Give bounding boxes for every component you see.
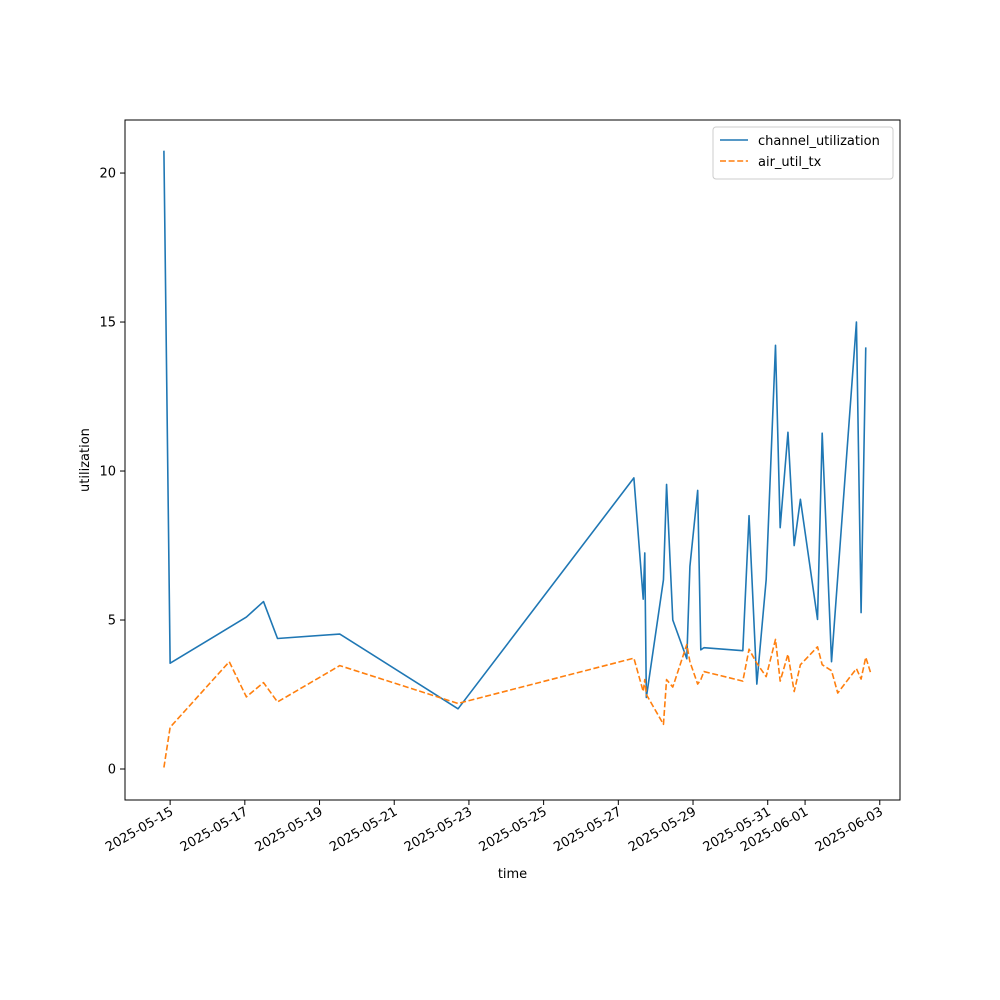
legend-label: channel_utilization xyxy=(758,134,880,149)
y-tick-label: 10 xyxy=(99,465,116,480)
series-line-air-util-tx xyxy=(163,638,872,768)
y-tick-label: 5 xyxy=(108,614,116,629)
y-axis-label: utilization xyxy=(78,428,93,492)
legend-label: air_util_tx xyxy=(758,155,822,170)
series-line-channel-utilization xyxy=(163,150,867,710)
x-axis-label: time xyxy=(498,867,527,882)
y-tick-label: 15 xyxy=(99,316,116,331)
legend: channel_utilization air_util_tx xyxy=(712,126,894,180)
axes-frame xyxy=(124,119,901,801)
plot-area xyxy=(124,119,901,801)
axes-background xyxy=(125,120,900,800)
series-layer xyxy=(163,150,872,768)
y-tick-label: 0 xyxy=(108,763,116,778)
y-axis: 0 5 10 15 20 xyxy=(99,167,125,778)
legend-box xyxy=(712,126,894,180)
y-tick-label: 20 xyxy=(99,167,116,182)
